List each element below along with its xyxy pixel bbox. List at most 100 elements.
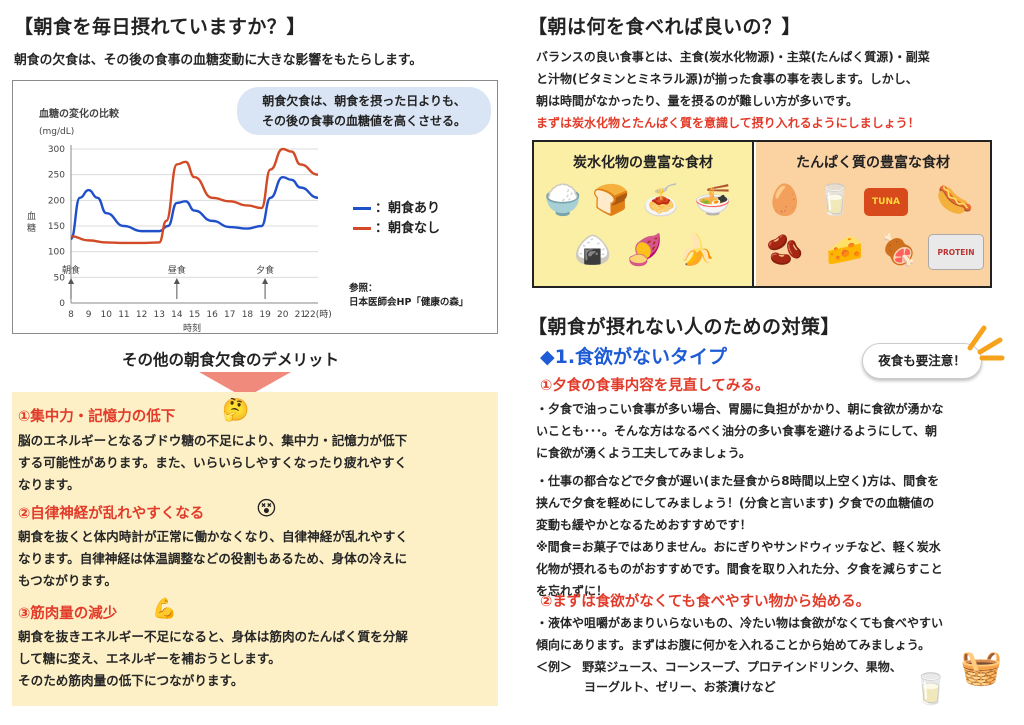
meal-time-label: 朝食 bbox=[62, 264, 80, 276]
sweet-potato-icon: 🍠 bbox=[626, 233, 664, 268]
y-tick-label: 200 bbox=[48, 196, 65, 206]
banana-icon: 🍌 bbox=[678, 233, 716, 268]
x-tick-label: 14 bbox=[171, 310, 183, 320]
example-label: ＜例＞ bbox=[536, 660, 573, 674]
x-tick-label: 18 bbox=[242, 310, 254, 320]
chart-callout-line2: その後の食事の血糖値を高くさせる。 bbox=[261, 114, 466, 128]
measure1-line2: ※間食=お菓子ではありません。おにぎりやサンドウィッチなど、軽く炭水 bbox=[536, 540, 941, 554]
y-tick-label: 250 bbox=[48, 171, 65, 181]
measure2-body: ・液体や咀嚼があまりいらないもの、冷たい物は食欲がなくても食べやすい 傾向にあり… bbox=[536, 612, 943, 656]
mochi-icon: 🍙 bbox=[574, 233, 612, 268]
x-tick-label: 16 bbox=[206, 310, 218, 320]
tuna-can-icon: TUNA bbox=[864, 188, 908, 216]
right-emphasis: まずは炭水化物とたんぱく質を意識して摂り入れるようにしましょう！ bbox=[536, 116, 920, 130]
measure1-line2: を忘れずに！ bbox=[536, 584, 609, 598]
right-body-line: バランスの良い食事とは、主食(炭水化物源)・主菜(たんぱく質源)・副菜 bbox=[536, 50, 930, 64]
chart-callout-line1: 朝食欠食は、朝食を摂った日よりも、 bbox=[262, 94, 466, 108]
x-tick-label: 21 bbox=[295, 310, 306, 320]
pasta-icon: 🍝 bbox=[642, 183, 680, 218]
demerit3-line: して糖に変え、エネルギーを補おうとします。 bbox=[18, 651, 281, 666]
left-intro: 朝食の欠食は、その後の食事の血糖変動に大きな影響をもたらします。 bbox=[14, 53, 423, 68]
demerit1-line: なります。 bbox=[18, 477, 80, 492]
x-tick-label: 20 bbox=[277, 310, 289, 320]
x-tick-label: 10 bbox=[101, 310, 113, 320]
demerit2-title: ②自律神経が乱れやすくなる bbox=[18, 506, 205, 522]
demerit1-body: 脳のエネルギーとなるブドウ糖の不足により、集中力・記憶力が低下 する可能性があり… bbox=[18, 430, 407, 496]
meal-time-label: 夕食 bbox=[256, 264, 274, 276]
x-tick-label: 8 bbox=[68, 310, 74, 320]
series-line-without-breakfast bbox=[70, 147, 319, 245]
measure1-line2: 挟んで夕食を軽めにしてみましょう！(分食と言います) 夕食での血糖値の bbox=[536, 496, 935, 510]
cheese-icon: 🧀 bbox=[826, 233, 864, 268]
chart-panel: 0 50 100 150 200 250 300 8 9 10 11 12 13 14 15 16 17 18 19… bbox=[12, 80, 498, 334]
protein-column: たんぱく質の豊富な食材 🥚 🥛 TUNA 🌭 🫘 🧀 🍖 PROTEIN bbox=[756, 142, 990, 286]
x-tick-label: 19 bbox=[259, 310, 271, 320]
measure1-body: ・夕食で油っこい食事が多い場合、胃腸に負担がかかり、朝に食欲が湧かな いことも･… bbox=[536, 398, 944, 464]
tuna-label: TUNA bbox=[872, 197, 900, 207]
measure2-title: ②まずは食欲がなくても食べやすい物から始める。 bbox=[540, 594, 871, 610]
left-title: 【朝食を毎日摂れていますか？】 bbox=[14, 16, 306, 38]
thinking-person-icon: 🤔 bbox=[222, 398, 250, 423]
late-snack-warning-bubble: 夜食も要注意！ bbox=[862, 343, 982, 379]
y-tick-label: 300 bbox=[48, 145, 65, 155]
reference-source: 日本医師会HP「健康の森」 bbox=[349, 297, 469, 308]
example-line1: 野菜ジュース、コーンスープ、プロテインドリンク、果物、 bbox=[582, 660, 902, 674]
legend-with-breakfast: ：朝食あり bbox=[353, 197, 440, 216]
yogurt-drink-icon: 🥛 bbox=[912, 672, 950, 707]
carb-title: 炭水化物の豊富な食材 bbox=[573, 155, 713, 171]
y-tick-label: 50 bbox=[54, 273, 66, 283]
bread-icon: 🍞 bbox=[592, 183, 630, 218]
measure1-line2: ・仕事の都合などで夕食が遅い(また昼食から8時間以上空く)方は、間食を bbox=[536, 474, 940, 488]
protein-title: たんぱく質の豊富な食材 bbox=[796, 155, 950, 171]
y-tick-label: 0 bbox=[59, 299, 65, 309]
legend-red-swatch bbox=[353, 227, 371, 230]
x-tick-label: 11 bbox=[118, 310, 129, 320]
x-tick-label: 15 bbox=[189, 310, 200, 320]
right-body-line: と汁物(ビタミンとミネラル源)が揃った食事の事を表します。しかし、 bbox=[536, 72, 918, 86]
muscle-arm-icon: 💪 bbox=[152, 596, 177, 620]
legend-without-label: ：朝食なし bbox=[375, 221, 441, 236]
y-tick-label: 100 bbox=[48, 248, 65, 258]
chart-xlabel: 時刻 bbox=[183, 324, 202, 334]
protein-powder-label: PROTEIN bbox=[937, 248, 975, 257]
right-body-line: 朝は時間がなかったり、量を摂るのが難しい方が多いです。 bbox=[536, 94, 858, 108]
measure1-title: ①夕食の食事内容を見直してみる。 bbox=[540, 378, 770, 394]
blood-sugar-chart: 0 50 100 150 200 250 300 8 9 10 11 12 13 14 15 16 17 18 19… bbox=[48, 145, 332, 320]
rice-icon: 🍚 bbox=[544, 183, 582, 218]
measure1-line: いことも･･･。そんな方はなるべく油分の多い食事を避けるようにして、朝 bbox=[536, 424, 938, 438]
legend-without-breakfast: ：朝食なし bbox=[353, 217, 440, 236]
demerit1-line: する可能性があります。また、いらいらしやすくなったり疲れやすく bbox=[18, 455, 408, 470]
chart-callout-bubble: 朝食欠食は、朝食を摂った日よりも、 その後の食事の血糖値を高くさせる。 bbox=[237, 87, 491, 135]
measure1-line: ・夕食で油っこい食事が多い場合、胃腸に負担がかかり、朝に食欲が湧かな bbox=[536, 402, 944, 416]
demerit1-line: 脳のエネルギーとなるブドウ糖の不足により、集中力・記憶力が低下 bbox=[18, 433, 408, 448]
chart-title: 血糖の変化の比較 bbox=[39, 109, 119, 120]
fruit-basket-icon: 🧺 bbox=[960, 648, 1003, 688]
x-tick-label: 9 bbox=[86, 310, 92, 320]
down-arrow-icon bbox=[199, 372, 291, 398]
measures-title: 【朝食が摂れない人のための対策】 bbox=[528, 316, 841, 338]
burst-lines-icon bbox=[967, 325, 1005, 361]
type1-heading: ◆1.食欲がないタイプ bbox=[540, 346, 728, 368]
late-snack-warning-text: 夜食も要注意！ bbox=[878, 353, 966, 368]
example-line2: ヨーグルト、ゼリー、お茶漬けなど bbox=[584, 680, 776, 694]
legend-blue-swatch bbox=[353, 207, 371, 210]
yogurt-icon: 🥛 bbox=[816, 183, 854, 218]
measure2-line: 傾向にあります。まずはお腹に何かを入れることから始めてみましょう。 bbox=[536, 638, 931, 652]
x-tick-label: 12 bbox=[136, 310, 147, 320]
demerit3-line: そのため筋肉量の低下につながります。 bbox=[18, 673, 244, 688]
egg-icon: 🥚 bbox=[766, 183, 804, 218]
carb-column: 炭水化物の豊富な食材 🍚 🍞 🍝 🍜 🍙 🍠 🍌 bbox=[534, 142, 754, 286]
measure1-line: に食欲が湧くよう工夫してみましょう。 bbox=[536, 446, 751, 460]
demerit-panel: ①集中力・記憶力の低下 🤔 脳のエネルギーとなるブドウ糖の不足により、集中力・記… bbox=[12, 392, 498, 706]
meal-time-label: 昼食 bbox=[168, 264, 186, 276]
demerit1-title: ①集中力・記憶力の低下 bbox=[18, 409, 176, 425]
meal-arrow-head bbox=[262, 278, 269, 284]
food-panel: 炭水化物の豊富な食材 🍚 🍞 🍝 🍜 🍙 🍠 🍌 たんぱく質の豊富な食材 🥚 🥛… bbox=[532, 140, 992, 288]
demerit2-body: 朝食を抜くと体内時計が正常に働かなくなり、自律神経が乱れやすく なります。自律神… bbox=[18, 526, 408, 592]
sausage-icon: 🌭 bbox=[936, 183, 974, 218]
demerit3-title: ③筋肉量の減少 bbox=[18, 606, 118, 622]
protein-powder-icon: PROTEIN bbox=[928, 234, 984, 270]
right-body: バランスの良い食事とは、主食(炭水化物源)・主菜(たんぱく質源)・副菜 と汁物(… bbox=[536, 46, 930, 134]
demerit3-body: 朝食を抜きエネルギー不足になると、身体は筋肉のたんぱく質を分解 して糖に変え、エ… bbox=[18, 626, 408, 692]
y-tick-label: 150 bbox=[48, 222, 65, 232]
